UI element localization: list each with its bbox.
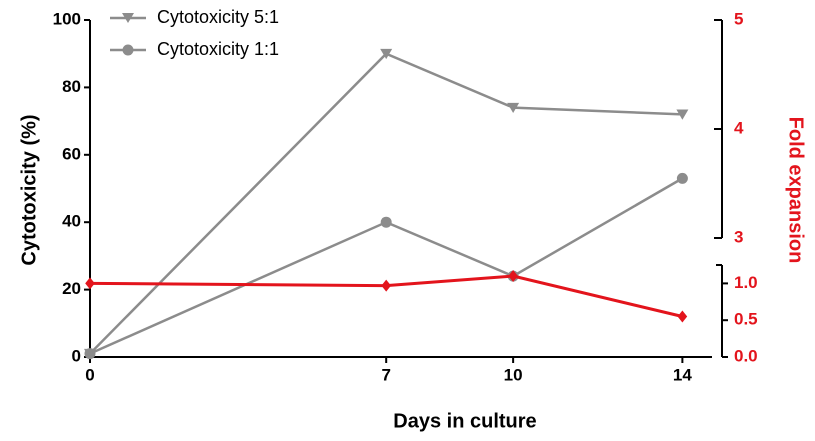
point — [676, 109, 689, 120]
y2-tick-label: 4 — [734, 118, 744, 137]
point — [380, 48, 393, 60]
y2-tick-label: 1.0 — [734, 273, 758, 292]
point — [85, 277, 95, 290]
y-tick-label: 80 — [62, 77, 81, 96]
y2-tick-label: 0.0 — [734, 346, 758, 365]
x-tick-label: 7 — [381, 365, 390, 384]
y-tick-label: 60 — [62, 144, 81, 163]
y-tick-label: 20 — [62, 279, 81, 298]
series-line — [89, 52, 683, 355]
x-tick-label: 14 — [673, 365, 692, 384]
y-tick-label: 40 — [62, 212, 81, 231]
point — [381, 279, 391, 292]
point — [676, 172, 688, 184]
series-line — [89, 177, 684, 355]
legend-marker — [122, 13, 134, 23]
y2-tick-label: 3 — [734, 227, 743, 246]
series-line — [89, 274, 683, 318]
point — [380, 216, 392, 228]
y-tick-label: 100 — [53, 9, 81, 28]
y-axis-label: Cytotoxicity (%) — [18, 114, 40, 265]
point — [677, 310, 688, 323]
point — [507, 102, 520, 114]
x-tick-label: 10 — [504, 365, 523, 384]
legend-marker — [122, 44, 134, 56]
point — [84, 348, 96, 360]
y2-tick-label: 5 — [734, 9, 743, 28]
x-tick-label: 0 — [85, 365, 94, 384]
point — [508, 270, 518, 283]
legend-label: Cytotoxicity 5:1 — [157, 7, 279, 27]
legend-label: Cytotoxicity 1:1 — [157, 39, 279, 59]
x-axis-label: Days in culture — [393, 410, 536, 432]
y2-tick-label: 0.5 — [734, 310, 758, 329]
y-tick-label: 0 — [72, 346, 81, 365]
y2-axis-label: Fold expansion — [785, 117, 807, 264]
